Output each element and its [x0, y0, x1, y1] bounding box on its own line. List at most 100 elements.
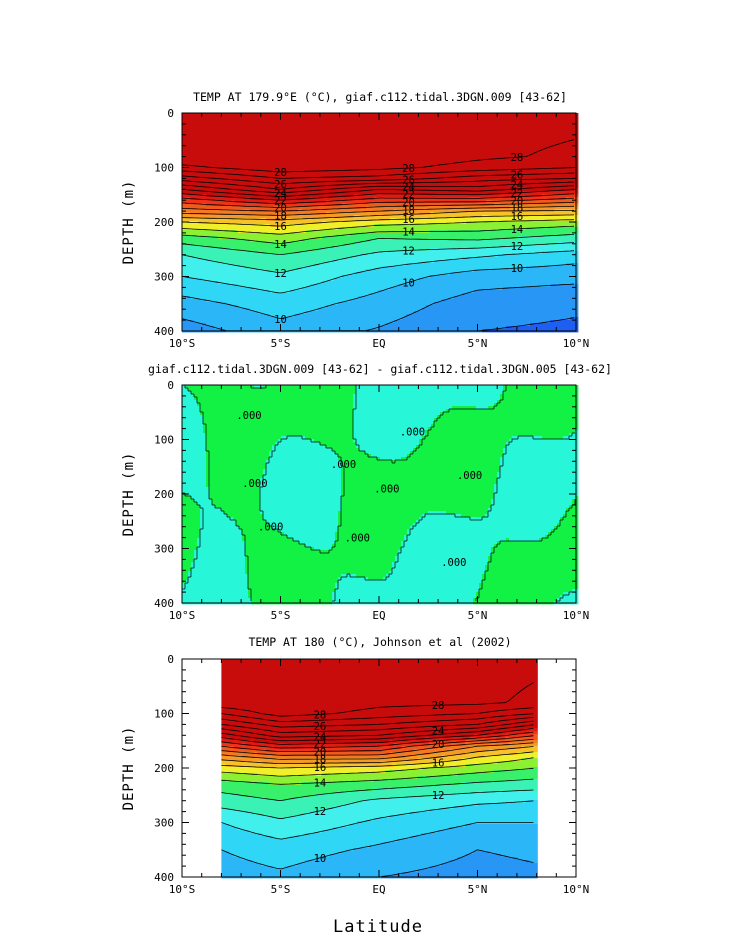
- contour-cell: [346, 122, 351, 126]
- contour-cell: [338, 221, 343, 225]
- contour-cell: [386, 290, 391, 294]
- contour-cell: [414, 200, 419, 204]
- contour-cell: [338, 284, 343, 288]
- contour-cell: [198, 275, 203, 279]
- contour-cell: [274, 251, 279, 255]
- contour-cell: [326, 167, 331, 171]
- contour-cell: [250, 134, 255, 138]
- contour-cell: [326, 293, 331, 297]
- contour-cell: [326, 305, 331, 309]
- contour-cell: [322, 236, 327, 240]
- contour-cell: [386, 143, 391, 147]
- contour-cell: [406, 320, 411, 324]
- contour-cell: [398, 278, 403, 282]
- contour-cell: [438, 137, 443, 141]
- contour-cell: [298, 224, 303, 228]
- contour-cell: [374, 272, 379, 276]
- contour-cell: [354, 161, 359, 165]
- contour-cell: [226, 176, 231, 180]
- contour-cell: [230, 113, 235, 117]
- contour-cell: [422, 284, 427, 288]
- contour-cell: [282, 143, 287, 147]
- contour-cell: [278, 227, 283, 231]
- contour-cell: [222, 176, 227, 180]
- contour-cell: [246, 200, 251, 204]
- contour-cell: [378, 131, 383, 135]
- contour-cell: [294, 236, 299, 240]
- contour-cell: [398, 170, 403, 174]
- contour-cell: [194, 251, 199, 255]
- contour-cell: [330, 155, 335, 159]
- contour-cell: [334, 218, 339, 222]
- contour-cell: [426, 227, 431, 231]
- contour-cell: [290, 227, 295, 231]
- contour-cell: [258, 314, 263, 318]
- contour-cell: [374, 266, 379, 270]
- contour-cell: [218, 275, 223, 279]
- contour-cell: [298, 233, 303, 237]
- contour-cell: [190, 302, 195, 306]
- contour-cell: [238, 155, 243, 159]
- contour-cell: [382, 260, 387, 264]
- contour-cell: [402, 281, 407, 285]
- contour-cell: [390, 152, 395, 156]
- contour-cell: [226, 296, 231, 300]
- contour-cell: [326, 176, 331, 180]
- contour-cell: [182, 293, 187, 297]
- contour-cell: [270, 251, 275, 255]
- contour-cell: [398, 122, 403, 126]
- contour-cell: [266, 185, 271, 189]
- contour-cell: [254, 263, 259, 267]
- contour-cell: [358, 227, 363, 231]
- contour-cell: [342, 155, 347, 159]
- contour-cell: [242, 260, 247, 264]
- contour-cell: [350, 245, 355, 249]
- contour-cell: [338, 248, 343, 252]
- contour-cell: [326, 125, 331, 129]
- contour-cell: [354, 200, 359, 204]
- contour-cell: [222, 197, 227, 201]
- contour-cell: [394, 257, 399, 261]
- contour-cell: [442, 233, 447, 237]
- contour-cell: [274, 212, 279, 216]
- contour-cell: [342, 170, 347, 174]
- contour-cell: [354, 275, 359, 279]
- contour-cell: [414, 179, 419, 183]
- contour-cell: [182, 116, 187, 120]
- contour-cell: [322, 260, 327, 264]
- contour-cell: [322, 254, 327, 258]
- contour-cell: [242, 125, 247, 129]
- contour-cell: [258, 116, 263, 120]
- contour-cell: [338, 209, 343, 213]
- contour-cell: [362, 173, 367, 177]
- contour-cell: [214, 314, 219, 318]
- contour-cell: [306, 224, 311, 228]
- contour-cell: [202, 116, 207, 120]
- contour-cell: [414, 215, 419, 219]
- contour-cell: [242, 272, 247, 276]
- contour-cell: [418, 116, 423, 120]
- contour-cell: [186, 236, 191, 240]
- contour-cell: [354, 284, 359, 288]
- contour-cell: [294, 167, 299, 171]
- contour-cell: [266, 122, 271, 126]
- contour-cell: [298, 188, 303, 192]
- contour-cell: [370, 146, 375, 150]
- contour-cell: [290, 278, 295, 282]
- contour-cell: [258, 179, 263, 183]
- contour-cell: [206, 233, 211, 237]
- contour-cell: [230, 278, 235, 282]
- contour-cell: [410, 176, 415, 180]
- contour-cell: [242, 296, 247, 300]
- contour-cell: [418, 200, 423, 204]
- contour-cell: [374, 281, 379, 285]
- contour-cell: [278, 257, 283, 261]
- contour-cell: [398, 272, 403, 276]
- contour-cell: [350, 134, 355, 138]
- contour-cell: [342, 209, 347, 213]
- contour-cell: [330, 125, 335, 129]
- contour-cell: [378, 116, 383, 120]
- contour-cell: [190, 311, 195, 315]
- contour-cell: [334, 125, 339, 129]
- contour-cell: [342, 293, 347, 297]
